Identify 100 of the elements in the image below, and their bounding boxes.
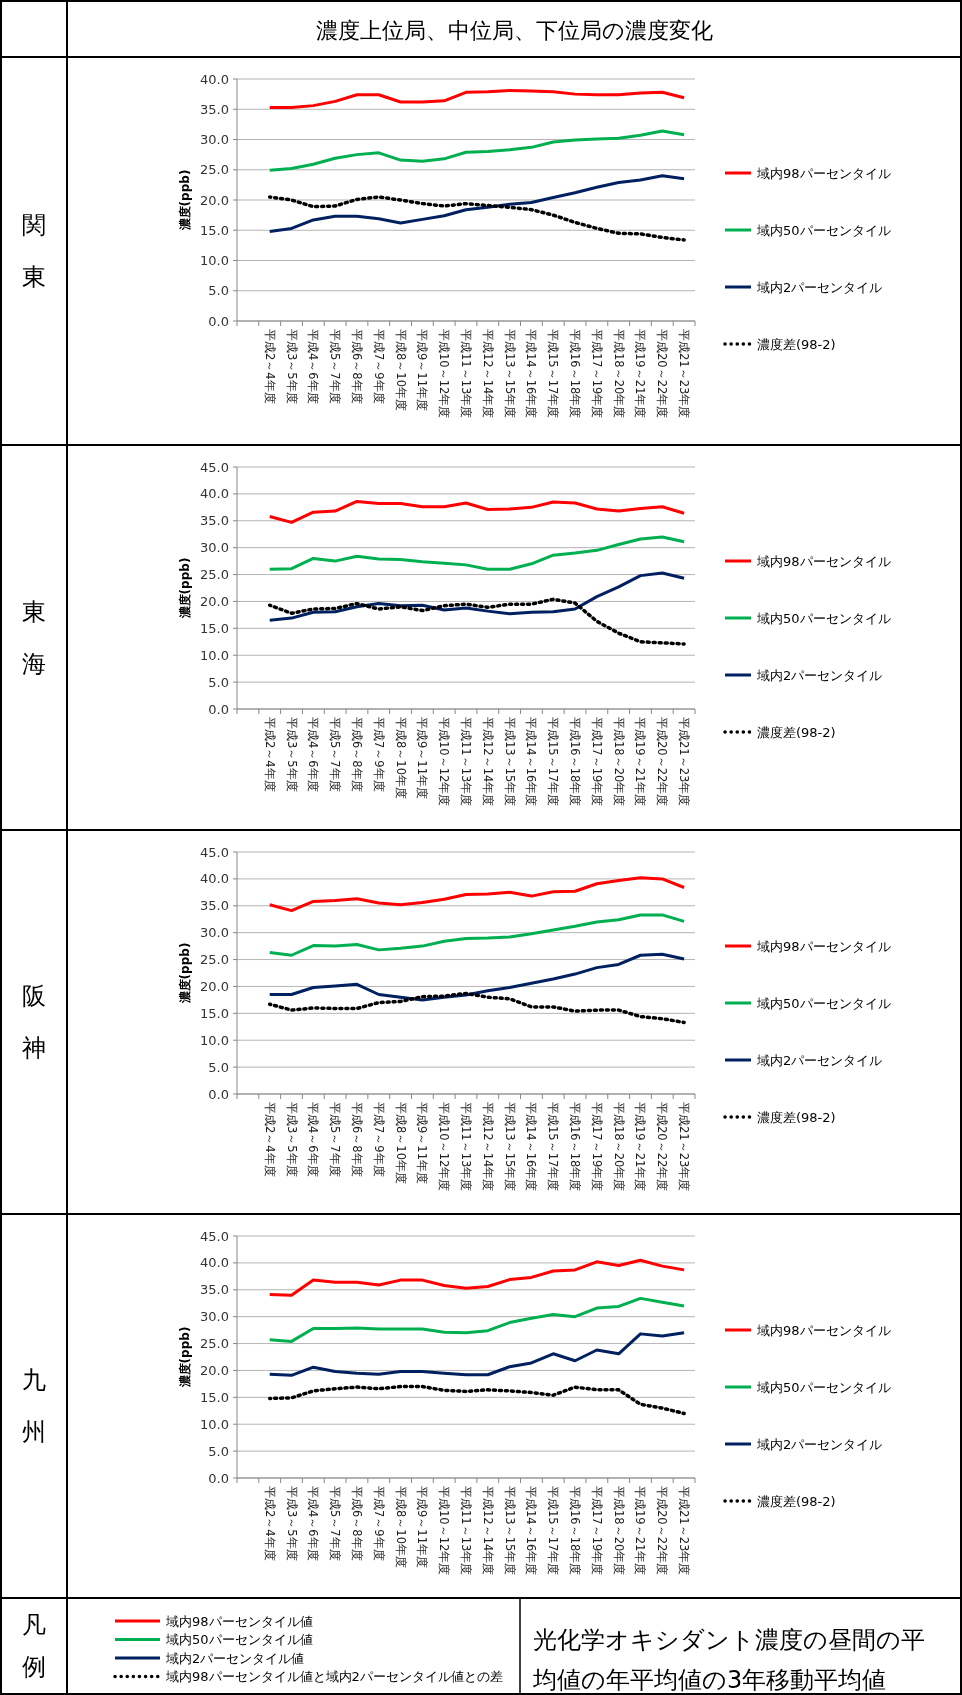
legend-label: 域内2パーセンタイル — [756, 1052, 883, 1068]
y-tick-label: 35.0 — [200, 513, 229, 529]
x-tick-label: 平成19～21年度 — [633, 717, 648, 807]
x-tick-label: 平成13～15年度 — [502, 1102, 517, 1192]
line-series — [268, 1331, 686, 1377]
x-tick-label: 平成16～18年度 — [568, 1486, 583, 1576]
x-tick-label: 平成7～9年度 — [371, 1486, 386, 1561]
line-series — [267, 1384, 686, 1416]
y-tick-label: 20.0 — [200, 593, 229, 609]
x-tick-label: 平成20～22年度 — [655, 717, 670, 807]
y-tick-label: 0.0 — [208, 1470, 229, 1486]
x-tick-label: 平成4～6年度 — [306, 1102, 321, 1177]
line-series — [268, 913, 686, 957]
y-tick-label: 20.0 — [200, 1362, 229, 1378]
x-tick-label: 平成11～13年度 — [459, 1102, 473, 1192]
x-tick-label: 平成7～9年度 — [371, 717, 386, 792]
y-tick-label: 10.0 — [200, 1032, 229, 1048]
y-tick-label: 35.0 — [200, 898, 229, 914]
y-tick-label: 0.0 — [208, 701, 229, 717]
legend-label: 域内50パーセンタイル — [756, 222, 891, 238]
x-tick-label: 平成19～21年度 — [633, 1486, 648, 1576]
y-tick-label: 30.0 — [200, 540, 229, 556]
y-tick-label: 40.0 — [200, 71, 229, 87]
legend-label: 域内50パーセンタイル — [756, 610, 891, 626]
legend-label: 域内2パーセンタイル — [756, 667, 883, 683]
x-tick-label: 平成6～8年度 — [349, 717, 364, 792]
line-series — [268, 89, 686, 109]
text: 東海 — [21, 597, 46, 678]
x-tick-label: 平成12～14年度 — [480, 717, 495, 807]
x-tick-label: 平成19～21年度 — [633, 329, 648, 419]
y-axis-title: 濃度(ppb) — [178, 557, 192, 620]
y-tick-label: 40.0 — [200, 871, 229, 887]
x-tick-label: 平成8～10年度 — [393, 329, 408, 411]
line-series — [267, 195, 686, 242]
x-tick-label: 平成13～15年度 — [502, 717, 517, 807]
x-tick-label: 平成9～11年度 — [415, 717, 430, 799]
x-tick-label: 平成16～18年度 — [568, 717, 583, 807]
x-tick-label: 平成17～19年度 — [589, 717, 604, 807]
x-tick-label: 平成6～8年度 — [349, 329, 364, 404]
y-tick-label: 0.0 — [208, 1086, 229, 1102]
x-tick-label: 平成12～14年度 — [480, 1102, 495, 1192]
x-tick-label: 平成4～6年度 — [306, 717, 321, 792]
x-tick-label: 平成20～22年度 — [655, 1486, 670, 1576]
x-tick-label: 平成14～16年度 — [524, 717, 539, 807]
y-tick-label: 5.0 — [208, 1059, 229, 1075]
y-tick-label: 25.0 — [200, 952, 229, 968]
x-tick-label: 平成21～23年度 — [677, 1486, 692, 1576]
x-tick-label: 平成8～10年度 — [393, 717, 408, 799]
x-tick-label: 平成11～13年度 — [459, 329, 473, 419]
y-tick-label: 45.0 — [200, 459, 229, 475]
line-series — [268, 876, 686, 913]
x-tick-label: 平成18～20年度 — [611, 329, 626, 419]
line-series — [268, 952, 686, 1002]
x-tick-label: 平成21～23年度 — [677, 329, 692, 419]
line-series — [268, 499, 686, 524]
x-tick-label: 平成15～17年度 — [546, 1486, 561, 1576]
y-tick-label: 10.0 — [200, 647, 229, 663]
x-tick-label: 平成18～20年度 — [611, 1486, 626, 1576]
legend-label: 域内2パーセンタイル — [756, 279, 883, 295]
text: 域内50パーセンタイル値 — [165, 1632, 313, 1647]
y-tick-label: 5.0 — [208, 1443, 229, 1459]
y-tick-label: 5.0 — [208, 674, 229, 690]
x-tick-label: 平成19～21年度 — [633, 1102, 648, 1192]
x-tick-label: 平成14～16年度 — [524, 329, 539, 419]
y-tick-label: 15.0 — [200, 1389, 229, 1405]
x-tick-label: 平成9～11年度 — [415, 1486, 430, 1568]
line-series — [267, 597, 686, 646]
y-tick-label: 30.0 — [200, 925, 229, 941]
x-tick-label: 平成15～17年度 — [546, 329, 561, 419]
y-tick-label: 30.0 — [200, 132, 229, 147]
x-tick-label: 平成3～5年度 — [284, 717, 299, 792]
y-tick-label: 25.0 — [200, 162, 229, 178]
x-tick-label: 平成17～19年度 — [589, 1486, 604, 1576]
legend-label: 域内98パーセンタイル — [756, 938, 891, 954]
x-tick-label: 平成18～20年度 — [611, 717, 626, 807]
x-tick-label: 平成5～7年度 — [328, 1486, 343, 1561]
text: 凡例 — [21, 1610, 46, 1681]
y-tick-label: 20.0 — [200, 192, 229, 208]
y-tick-label: 15.0 — [200, 1005, 229, 1021]
line-series — [268, 571, 686, 622]
x-tick-label: 平成6～8年度 — [349, 1102, 364, 1177]
x-tick-label: 平成9～11年度 — [415, 329, 430, 411]
x-tick-label: 平成8～10年度 — [393, 1486, 408, 1568]
x-tick-label: 平成2～4年度 — [262, 717, 277, 792]
x-tick-label: 平成2～4年度 — [262, 1102, 277, 1177]
x-tick-label: 平成17～19年度 — [589, 1102, 604, 1192]
x-tick-label: 平成11～13年度 — [459, 717, 473, 807]
x-tick-label: 平成13～15年度 — [502, 329, 517, 419]
legend-label: 域内98パーセンタイル — [756, 553, 891, 569]
text: 域内98パーセンタイル値と域内2パーセンタイル値との差 — [165, 1669, 503, 1684]
x-tick-label: 平成20～22年度 — [655, 1102, 670, 1192]
legend-label: 濃度差(98-2) — [757, 336, 836, 352]
y-tick-label: 40.0 — [200, 1255, 229, 1271]
x-tick-label: 平成10～12年度 — [437, 329, 452, 419]
x-tick-label: 平成10～12年度 — [437, 1486, 452, 1576]
x-tick-label: 平成17～19年度 — [589, 329, 604, 419]
x-tick-label: 平成18～20年度 — [611, 1102, 626, 1192]
x-tick-label: 平成21～23年度 — [677, 1102, 692, 1192]
x-tick-label: 平成2～4年度 — [262, 1486, 277, 1561]
legend-label: 域内98パーセンタイル — [756, 1322, 891, 1338]
